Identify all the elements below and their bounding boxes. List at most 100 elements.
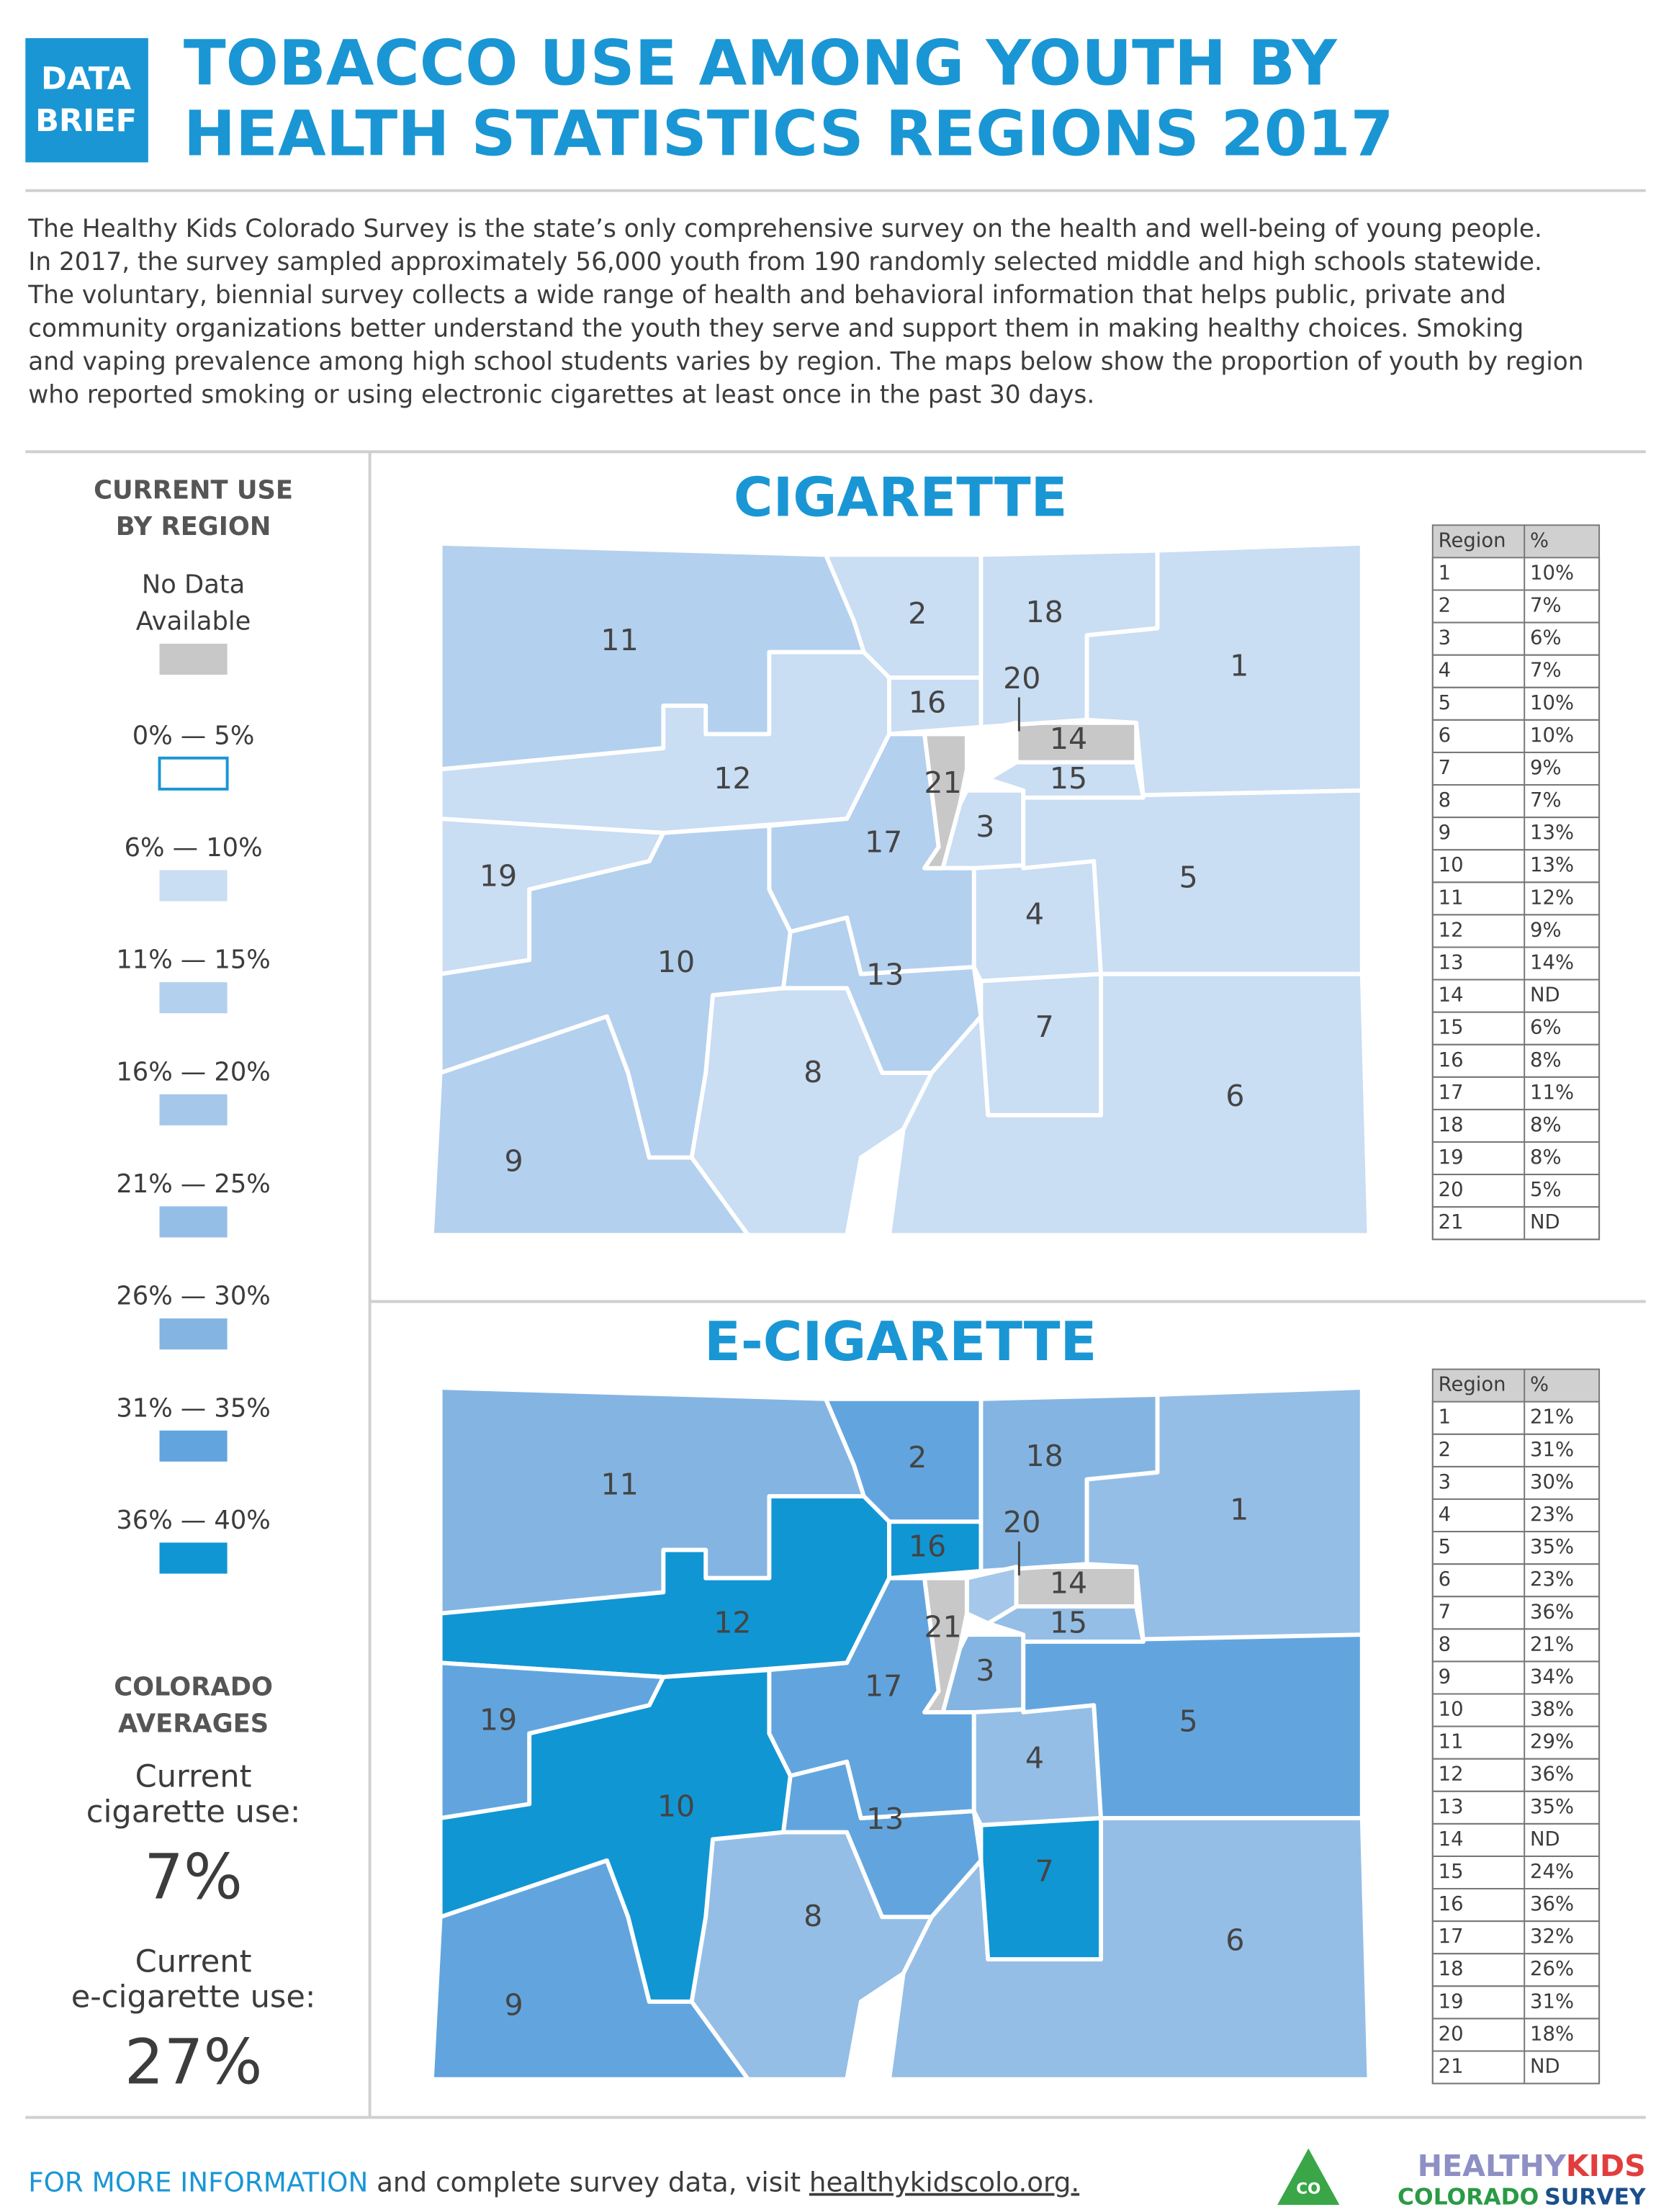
region-label: 1 bbox=[1230, 648, 1248, 683]
table-cell: ND bbox=[1530, 984, 1560, 1007]
table-cell: 10 bbox=[1439, 854, 1464, 876]
average-label: e-cigarette use: bbox=[71, 1979, 316, 2015]
average-label: Current bbox=[135, 1759, 252, 1795]
region-label: 10 bbox=[657, 945, 695, 979]
table-cell: 7% bbox=[1530, 660, 1562, 682]
footer-link[interactable]: healthykidscolo.org. bbox=[809, 2166, 1079, 2198]
footer: FOR MORE INFORMATION and complete survey … bbox=[28, 2166, 1079, 2198]
table-cell: 13% bbox=[1530, 854, 1574, 876]
region-label: 3 bbox=[976, 809, 994, 844]
table-cell: 14 bbox=[1439, 1828, 1464, 1851]
table-cell: 20 bbox=[1439, 1179, 1464, 1201]
legend-label: 21% — 25% bbox=[116, 1169, 270, 1199]
logo-word: HEALTHY bbox=[1418, 2149, 1567, 2183]
region-label: 6 bbox=[1225, 1079, 1244, 1113]
table-cell: 16 bbox=[1439, 1893, 1464, 1915]
logo-mark bbox=[1277, 2148, 1340, 2206]
region-label: 12 bbox=[714, 761, 751, 796]
table-cell: 16 bbox=[1439, 1049, 1464, 1071]
region bbox=[978, 971, 1104, 1118]
legend-label: Available bbox=[136, 607, 251, 637]
region-label: 4 bbox=[1025, 896, 1044, 931]
table-cell: 11 bbox=[1439, 1731, 1464, 1753]
region-label: 2 bbox=[908, 596, 927, 631]
table-cell: 8 bbox=[1439, 789, 1451, 811]
legend-label: 0% — 5% bbox=[132, 721, 255, 750]
table-cell: 21% bbox=[1530, 1406, 1574, 1429]
region bbox=[922, 1575, 969, 1714]
region bbox=[438, 817, 666, 976]
legend-label: No Data bbox=[142, 570, 245, 600]
table-header: % bbox=[1530, 529, 1549, 552]
table-cell: 13 bbox=[1439, 952, 1464, 974]
table-cell: 7 bbox=[1439, 1601, 1451, 1623]
region-label: 11 bbox=[600, 1467, 638, 1501]
region-label: 20 bbox=[1003, 1505, 1040, 1539]
map-title: CIGARETTE bbox=[734, 466, 1068, 529]
legend-swatch bbox=[159, 870, 228, 902]
region-label: 5 bbox=[1179, 1704, 1198, 1739]
table-cell: 34% bbox=[1530, 1665, 1574, 1688]
averages-title: AVERAGES bbox=[118, 1709, 269, 1739]
table-cell: 1 bbox=[1439, 562, 1451, 584]
legend-swatch bbox=[159, 1542, 228, 1574]
region-label: 13 bbox=[866, 958, 904, 992]
logo-word: KIDS bbox=[1566, 2149, 1646, 2183]
region bbox=[922, 732, 969, 871]
region bbox=[978, 1816, 1104, 1961]
table-cell: 21 bbox=[1439, 2056, 1464, 2078]
badge-text: DATA bbox=[41, 60, 132, 96]
logo-word: COLORADO bbox=[1398, 2184, 1539, 2210]
region-label: 16 bbox=[909, 1529, 946, 1564]
table-cell: 5 bbox=[1439, 1536, 1451, 1558]
table-cell: 12 bbox=[1439, 919, 1464, 941]
region-label: 11 bbox=[600, 623, 638, 657]
table-cell: 35% bbox=[1530, 1536, 1574, 1558]
table-cell: 6 bbox=[1439, 724, 1451, 747]
table-cell: 38% bbox=[1530, 1699, 1574, 1721]
legend-swatch bbox=[159, 1318, 228, 1350]
table-cell: 23% bbox=[1530, 1568, 1574, 1591]
table-cell: 10% bbox=[1530, 724, 1574, 747]
table-cell: 30% bbox=[1530, 1471, 1574, 1493]
table-cell: 8% bbox=[1530, 1114, 1562, 1136]
legend-title: CURRENT USE bbox=[94, 475, 293, 505]
table-cell: 12% bbox=[1530, 886, 1574, 909]
region-label: 21 bbox=[924, 765, 961, 800]
intro-line: The voluntary, biennial survey collects … bbox=[27, 281, 1506, 310]
table-cell: 7% bbox=[1530, 789, 1562, 811]
table-cell: 8 bbox=[1439, 1633, 1451, 1655]
table-cell: 11 bbox=[1439, 886, 1464, 909]
table-cell: 14 bbox=[1439, 984, 1464, 1007]
table-cell: 36% bbox=[1530, 1601, 1574, 1623]
table-cell: 2 bbox=[1439, 1439, 1451, 1461]
legend-label: 26% — 30% bbox=[116, 1282, 270, 1311]
table-cell: 9% bbox=[1530, 919, 1562, 941]
logo-line: COLORADO SURVEY bbox=[1398, 2184, 1647, 2210]
region-label: 18 bbox=[1025, 1439, 1063, 1473]
table-cell: 3 bbox=[1439, 627, 1451, 649]
region-label: 17 bbox=[865, 824, 902, 859]
table-cell: 19 bbox=[1439, 1990, 1464, 2013]
average-value: 27% bbox=[125, 2026, 263, 2098]
table-header: Region bbox=[1439, 529, 1506, 552]
table-cell: 18 bbox=[1439, 1958, 1464, 1980]
region-label: 21 bbox=[924, 1609, 961, 1644]
map-title: E-CIGARETTE bbox=[704, 1310, 1097, 1373]
table-cell: 13 bbox=[1439, 1796, 1464, 1818]
table-cell: 35% bbox=[1530, 1796, 1574, 1818]
table-cell: 36% bbox=[1530, 1893, 1574, 1915]
intro-line: who reported smoking or using electronic… bbox=[28, 380, 1094, 409]
intro-line: and vaping prevalence among high school … bbox=[28, 347, 1583, 376]
region-label: 15 bbox=[1050, 761, 1087, 796]
region-label: 10 bbox=[657, 1789, 695, 1823]
table-cell: 19 bbox=[1439, 1146, 1464, 1169]
table-cell: 8% bbox=[1530, 1146, 1562, 1169]
legend-swatch bbox=[159, 1206, 228, 1238]
table-cell: ND bbox=[1530, 1828, 1560, 1851]
table-cell: 11% bbox=[1530, 1082, 1574, 1104]
region-label: 13 bbox=[866, 1802, 904, 1836]
table-cell: 15 bbox=[1439, 1861, 1464, 1883]
region bbox=[438, 1494, 891, 1679]
